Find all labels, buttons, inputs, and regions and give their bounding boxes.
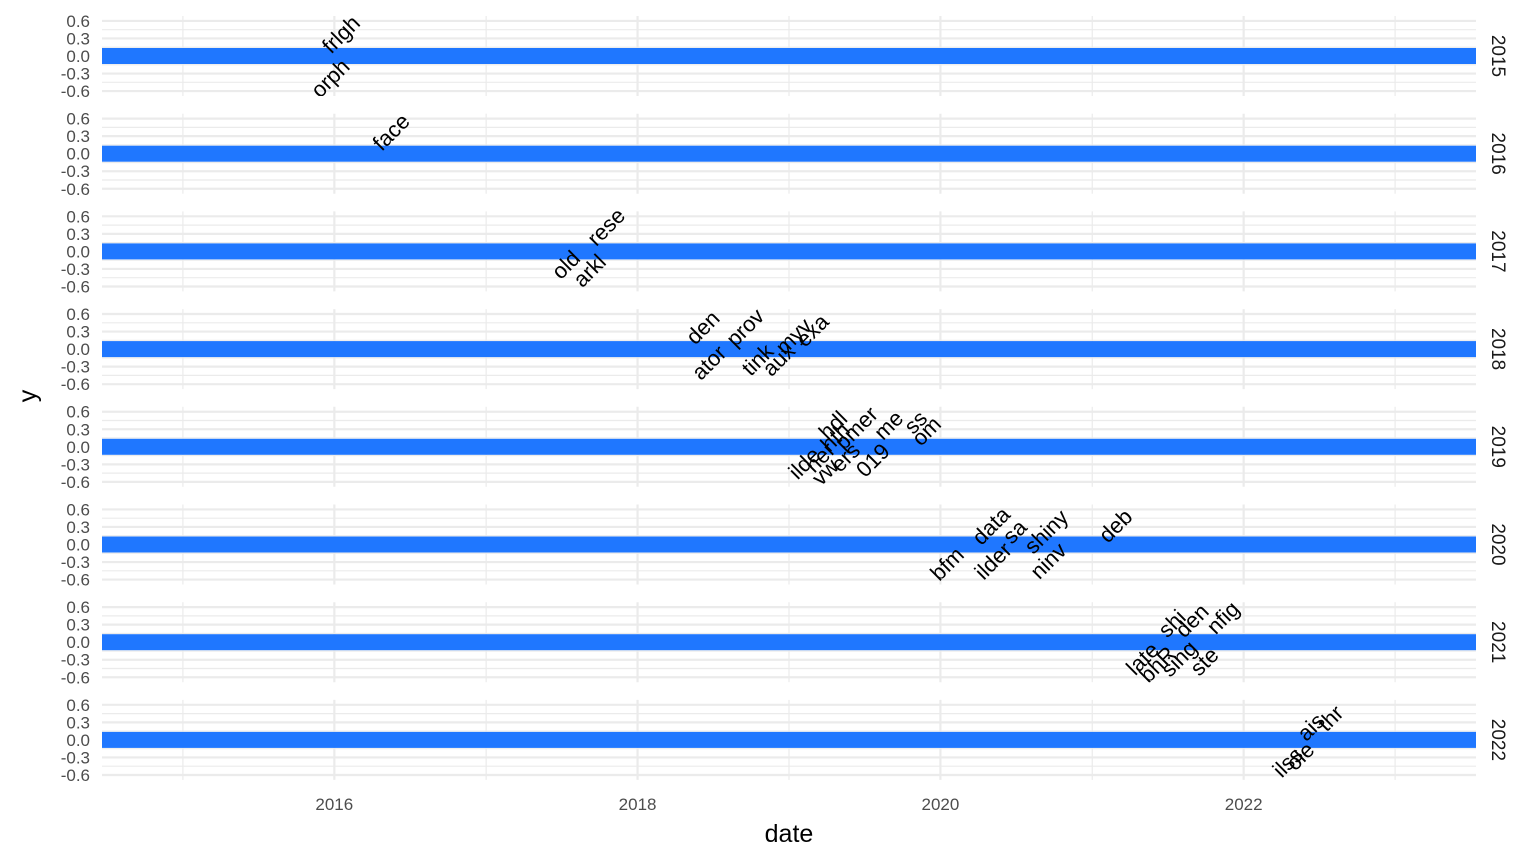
y-tick-label: 0.3 <box>66 713 90 732</box>
x-axis-ticks: 2016 2018 2020 2022 <box>315 795 1262 814</box>
y-tick-label: -0.6 <box>61 180 90 199</box>
timeline-band <box>102 243 1476 260</box>
y-tick-label: 0.0 <box>66 340 90 359</box>
y-tick-label: -0.6 <box>61 375 90 394</box>
y-tick-label: 0.6 <box>66 12 90 31</box>
y-tick-label: 0.3 <box>66 518 90 537</box>
x-axis-title: date <box>765 820 814 848</box>
y-tick-label: 0.0 <box>66 242 90 261</box>
y-tick-label: -0.3 <box>61 162 90 181</box>
y-tick-label: 0.6 <box>66 598 90 617</box>
y-axis-title: y <box>14 389 42 402</box>
x-tick-label: 2016 <box>315 795 353 814</box>
timeline-band <box>102 145 1476 162</box>
y-tick-label: 0.3 <box>66 616 90 635</box>
timeline-label: nfig <box>1202 596 1245 639</box>
y-tick-label: 0.6 <box>66 110 90 129</box>
timeline-band <box>102 48 1476 64</box>
y-tick-label: 0.3 <box>66 420 90 439</box>
y-tick-label: 0.0 <box>66 633 90 652</box>
timeline-band <box>102 731 1476 748</box>
facet-strip-label: 2018 <box>1487 328 1508 370</box>
facet-panel-2021: 0.60.30.0-0.3-0.6 latebhRshidensingnfigst… <box>61 596 1508 687</box>
facet-strip-label: 2019 <box>1487 426 1508 468</box>
y-tick-label: -0.3 <box>61 748 90 767</box>
y-tick-label: 0.6 <box>66 305 90 324</box>
facet-panel-2019: 0.60.30.0-0.3-0.6hdlpmermessomhthildener… <box>61 403 1508 492</box>
y-tick-label: -0.6 <box>61 668 90 687</box>
y-tick-label: 0.6 <box>66 403 90 422</box>
y-tick-label: 0.6 <box>66 207 90 226</box>
x-tick-label: 2020 <box>922 795 960 814</box>
facet-panel-2018: 0.60.30.0-0.3-0.6denprovatormyvexatinkau… <box>61 305 1508 394</box>
y-tick-label: -0.3 <box>61 358 90 377</box>
timeline-band <box>102 438 1476 455</box>
y-tick-label: 0.6 <box>66 696 90 715</box>
facet-strip-label: 2015 <box>1487 35 1508 77</box>
y-tick-label: 0.3 <box>66 225 90 244</box>
y-tick-label: -0.3 <box>61 651 90 670</box>
y-tick-label: 0.0 <box>66 536 90 555</box>
y-tick-label: -0.3 <box>61 455 90 474</box>
y-tick-label: 0.0 <box>66 145 90 164</box>
y-tick-label: -0.6 <box>61 571 90 590</box>
facet-strip-label: 2022 <box>1487 719 1508 761</box>
facet-strip-label: 2017 <box>1487 230 1508 272</box>
facet-strip-label: 2021 <box>1487 621 1508 663</box>
y-tick-label: 0.0 <box>66 47 90 66</box>
y-tick-label: 0.0 <box>66 438 90 457</box>
y-tick-label: 0.6 <box>66 500 90 519</box>
facet-strip-label: 2016 <box>1487 133 1508 175</box>
y-tick-label: -0.6 <box>61 473 90 492</box>
timeline-band <box>102 634 1476 651</box>
y-tick-label: -0.3 <box>61 260 90 279</box>
y-tick-label: -0.6 <box>61 82 90 101</box>
y-tick-label: 0.3 <box>66 323 90 342</box>
y-tick-label: -0.6 <box>61 766 90 785</box>
y-tick-label: -0.3 <box>61 65 90 84</box>
timeline-band <box>102 341 1476 358</box>
y-tick-label: -0.3 <box>61 553 90 572</box>
y-tick-label: 0.3 <box>66 127 90 146</box>
timeline-band <box>102 536 1476 553</box>
y-tick-label: 0.3 <box>66 29 90 48</box>
x-tick-label: 2022 <box>1225 795 1263 814</box>
y-tick-label: -0.6 <box>61 277 90 296</box>
facet-strip-label: 2020 <box>1487 523 1508 565</box>
x-tick-label: 2018 <box>619 795 657 814</box>
y-tick-label: 0.0 <box>66 731 90 750</box>
